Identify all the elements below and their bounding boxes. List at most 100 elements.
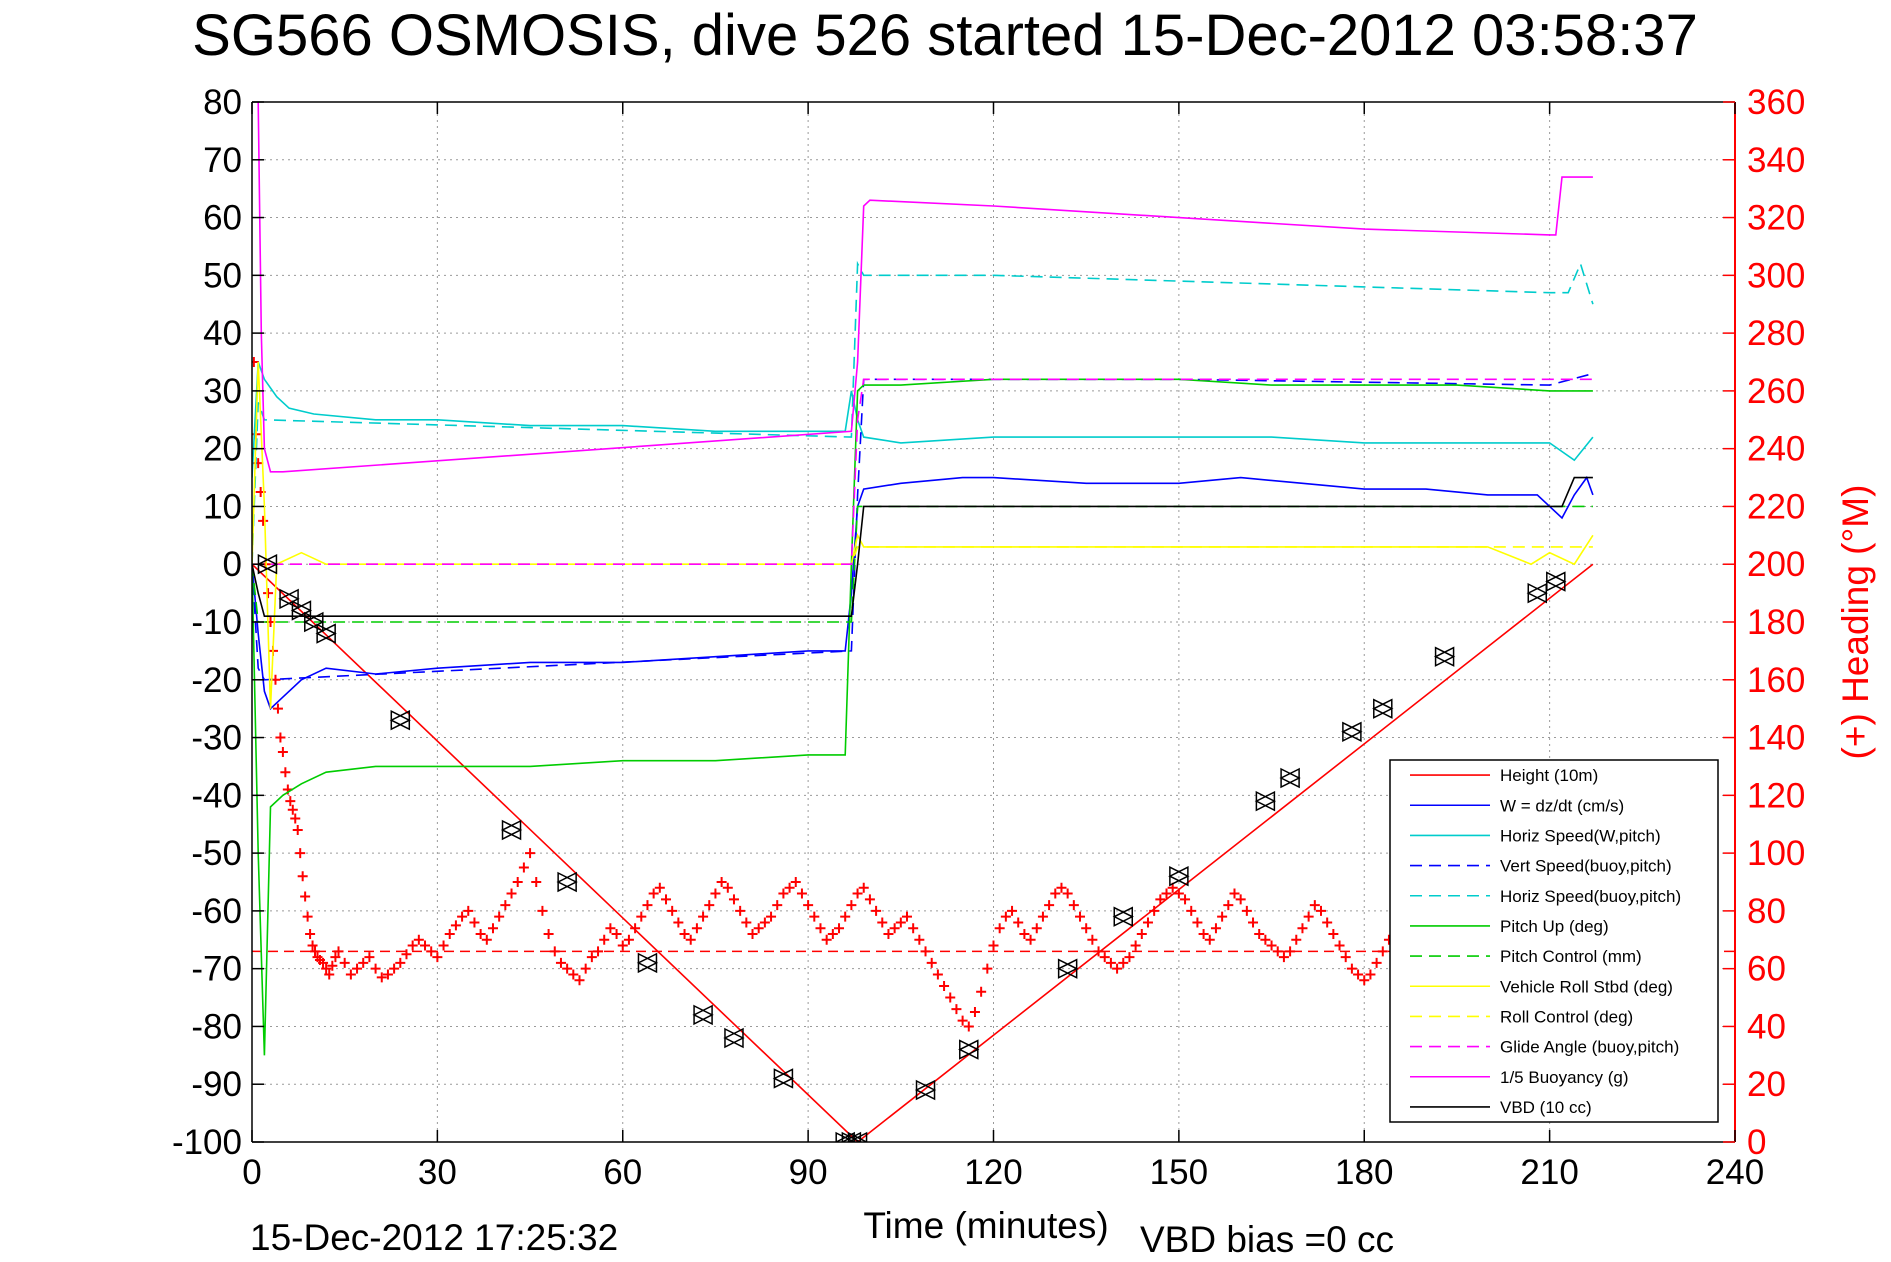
heading-point [654,882,665,893]
legend: Height (10m) W = dz/dt (cm/s) Horiz Speed(… [1389,759,1719,1123]
y-axis-ticks: -100-90-80-70-60-50-40-30-20-10010203040… [172,83,264,1162]
legend-label: Vert Speed(buoy,pitch) [1500,857,1672,876]
heading-point [939,981,950,991]
heading-point [463,905,474,916]
legend-label: Horiz Speed(buoy,pitch) [1500,887,1681,906]
heading-point [413,934,424,945]
heading-point [481,934,492,945]
heading-point [685,934,696,945]
heading-point [679,929,690,939]
heading-point [305,929,316,939]
heading-point [376,972,387,983]
heading-point [815,923,826,934]
depth-marker [556,871,578,893]
heading-point [252,357,259,367]
heading-point [623,934,634,945]
heading-point [1007,905,1018,916]
heading-point [382,969,393,980]
heading-point [1353,969,1364,980]
series-line-3 [252,372,1594,681]
heading-point [735,905,746,916]
series-line-11 [252,476,1593,618]
y-tick-label: -60 [191,892,242,931]
heading-point [1285,946,1296,957]
depth-marker [290,600,313,621]
y-tick-label: 10 [203,487,242,526]
heading-point [324,969,335,980]
heading-point [1346,963,1357,974]
heading-point [370,963,381,974]
heading-point [1087,934,1098,945]
heading-point [1303,911,1314,922]
heading-point [438,940,449,951]
heading-point [1019,929,1030,939]
y-tick-label: -50 [191,834,242,873]
heading-point [809,911,820,922]
heading-point [487,923,498,934]
heading-point [858,882,869,893]
depth-marker [958,1039,980,1060]
heading-point [1309,900,1320,911]
heading-point [778,888,789,899]
y-tick-label: 70 [203,141,242,180]
heading-point [957,1015,968,1026]
legend-label: Horiz Speed(W,pitch) [1500,826,1661,845]
heading-point [617,940,628,951]
heading-point [1118,957,1129,968]
footer-vbd-bias: VBD bias =0 cc [1140,1219,1394,1260]
heading-point [300,891,311,902]
depth-marker [1168,866,1190,887]
depth-marker [772,1068,795,1089]
heading-point [263,588,274,599]
heading-point [280,767,291,778]
heading-point [827,929,838,939]
legend-label: Glide Angle (buoy,pitch) [1500,1038,1679,1057]
heading-point [636,911,647,922]
heading-point [648,888,659,899]
heading-point [307,940,318,951]
heading-point [691,923,702,934]
heading-point [518,862,529,873]
heading-point [290,813,301,824]
series-line-2 [252,361,1594,478]
heading-point [318,957,329,968]
depth-marker [1341,721,1363,742]
heading-point [358,957,369,968]
heading-point [531,877,542,887]
heading-point [1056,882,1067,893]
x-tick-label: 210 [1520,1153,1578,1192]
heading-point [1291,934,1302,945]
depth-marker [1433,646,1456,667]
depth-marker [692,1004,714,1026]
y-right-axis-ticks: 0 20 40 60 80 100 120 140 160 180 200 220 240 260 280 3… [1723,83,1805,1162]
heading-point [407,940,418,951]
depth-marker [500,819,523,841]
depth-marker [1526,582,1548,604]
heading-point [555,957,566,968]
y-tick-label: 80 [203,83,242,122]
y-right-tick-label: 120 [1747,776,1805,815]
legend-label: Pitch Control (mm) [1500,947,1642,966]
heading-point [321,963,332,974]
heading-point [1075,911,1086,922]
legend-label: W = dz/dt (cm/s) [1500,796,1624,815]
heading-point [821,934,832,945]
heading-point [883,929,894,939]
heading-point [469,917,480,928]
depth-marker [315,623,337,644]
heading-point [605,923,616,934]
heading-point [994,923,1005,934]
heading-point [1050,888,1061,899]
heading-point [549,946,560,957]
heading-point [500,900,511,911]
legend-label: Vehicle Roll Stbd (deg) [1500,977,1673,996]
depth-marker [723,1027,745,1049]
y-tick-label: -30 [191,719,242,758]
x-tick-label: 0 [242,1153,261,1192]
heading-point [327,960,338,971]
heading-point [1241,905,1252,916]
depth-marker [914,1079,937,1101]
heading-point [722,882,733,893]
heading-point [1377,946,1388,957]
heading-point [877,917,888,928]
